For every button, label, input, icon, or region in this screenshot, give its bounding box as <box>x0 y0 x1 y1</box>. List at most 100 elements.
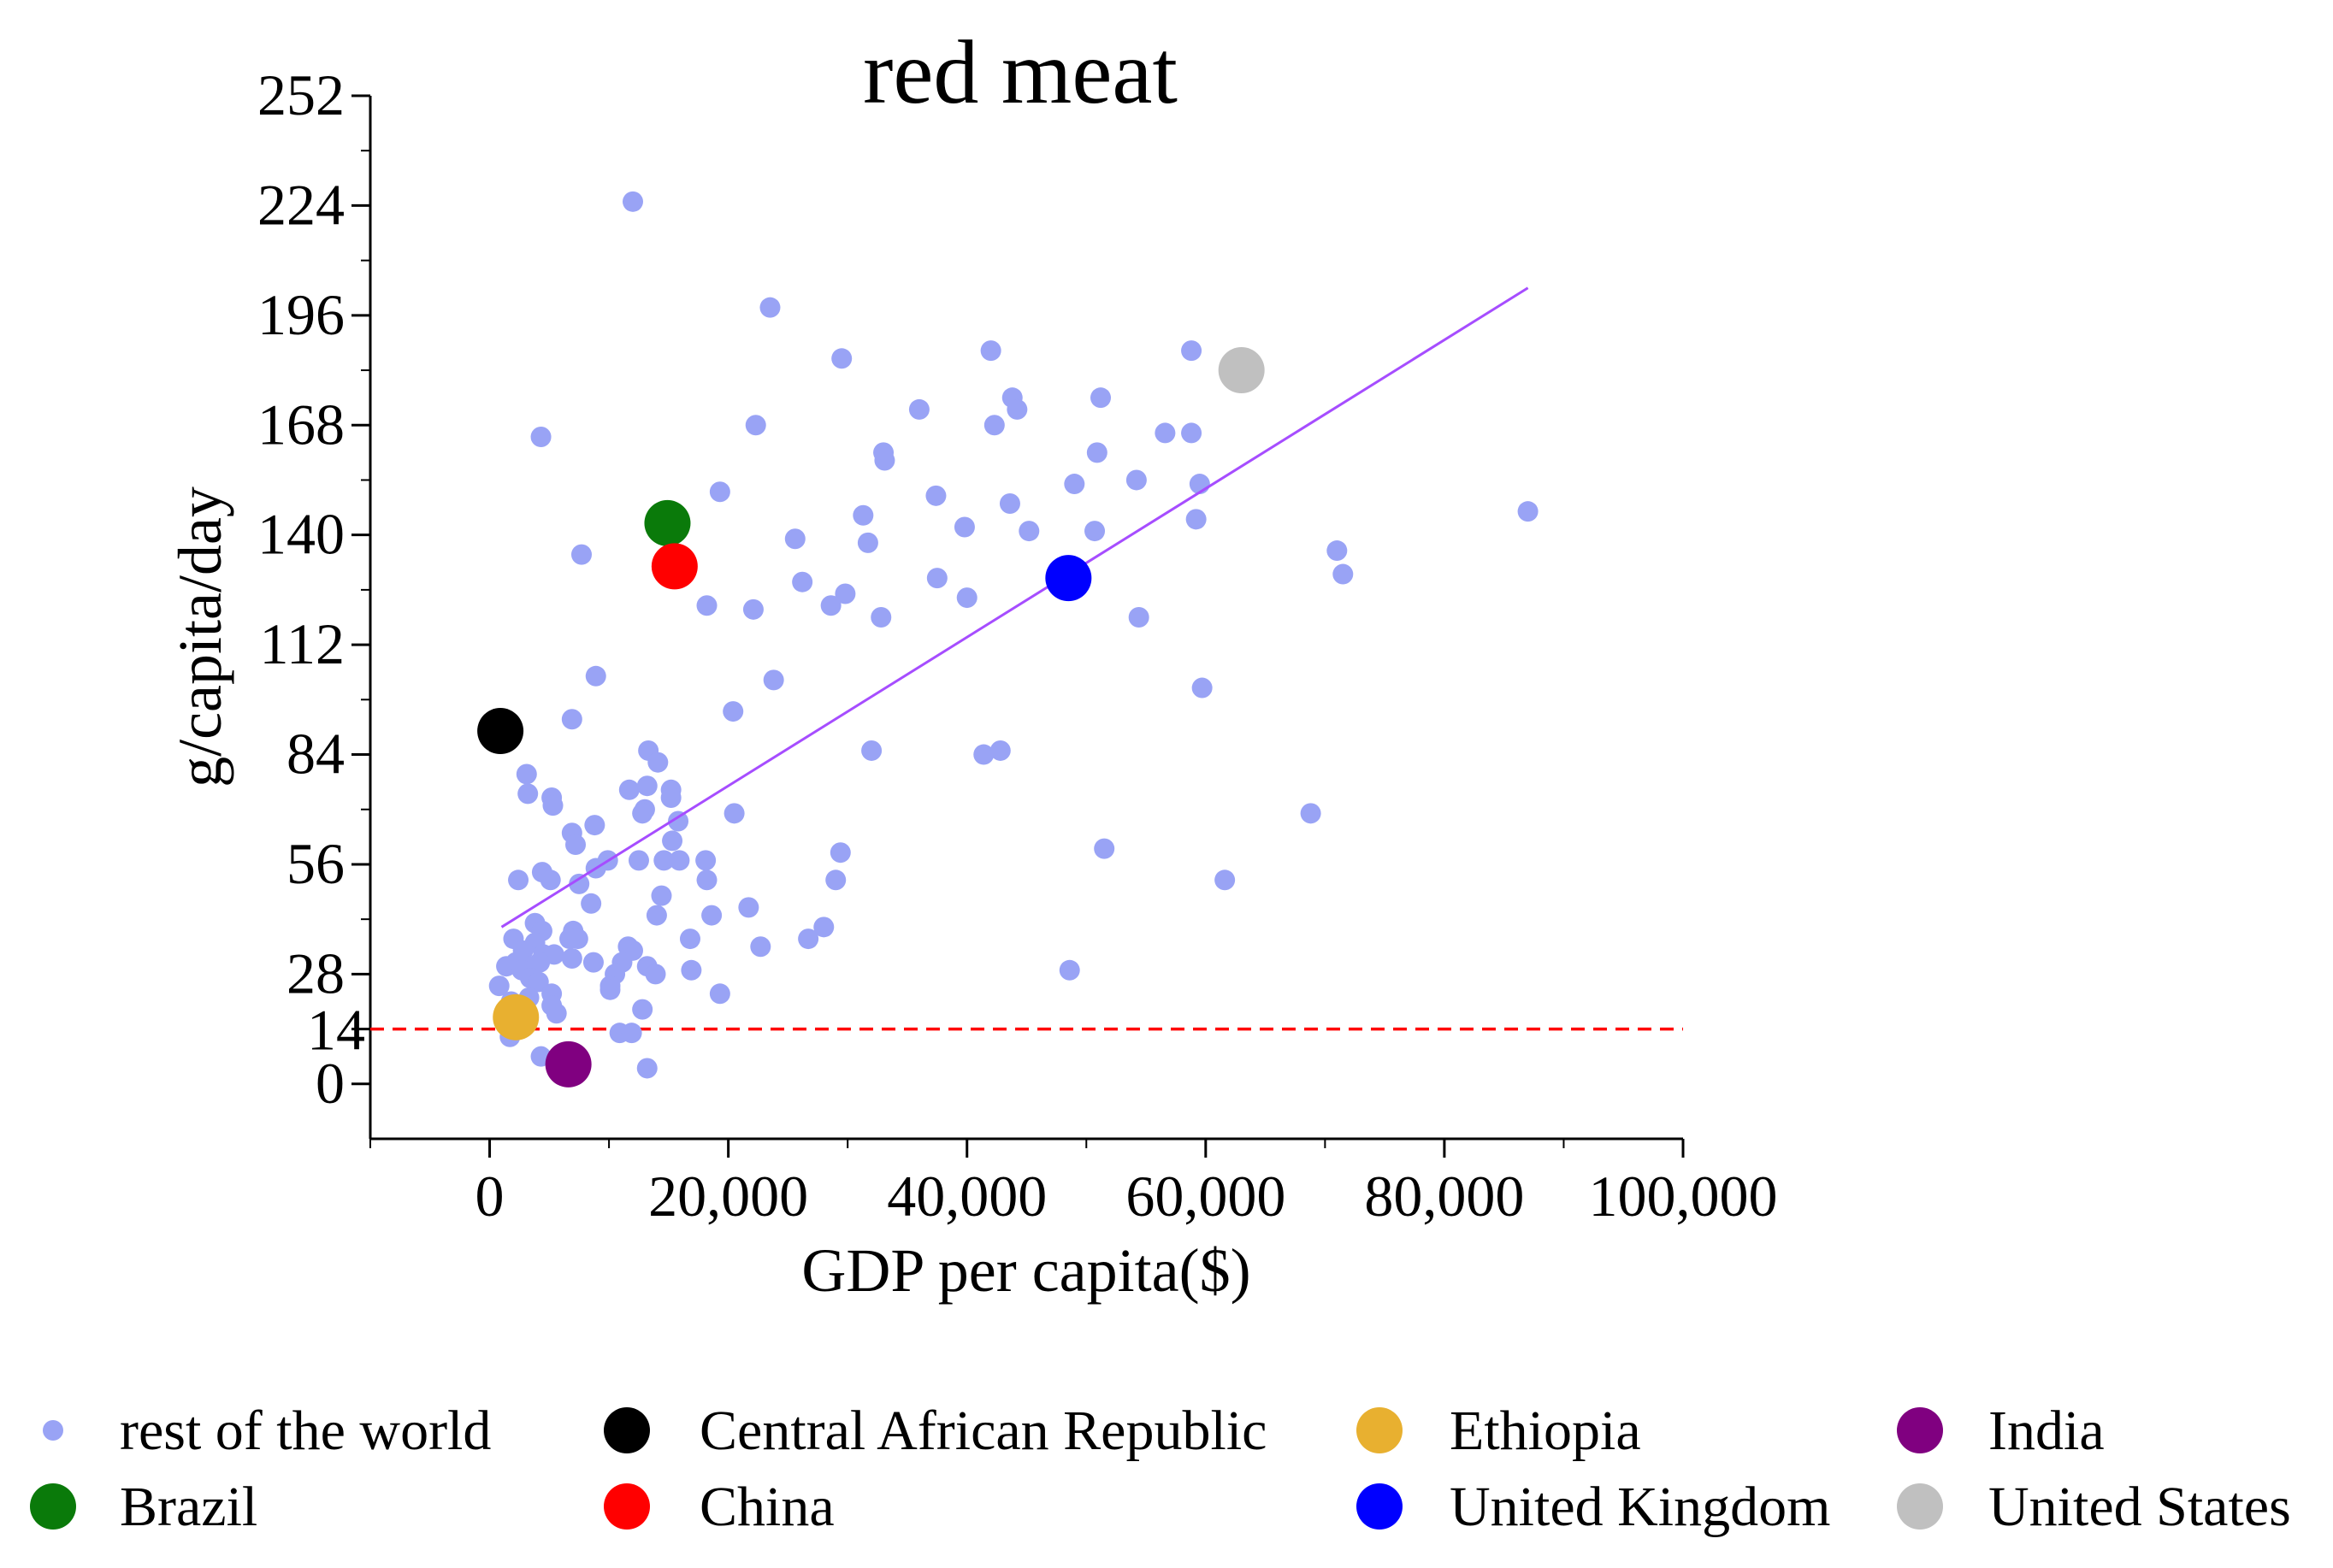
data-point <box>1064 474 1085 495</box>
data-point <box>874 450 895 471</box>
data-point <box>999 492 1020 514</box>
data-point <box>980 340 1001 362</box>
data-point <box>679 928 700 950</box>
data-point <box>989 740 1011 761</box>
point-china <box>651 543 698 590</box>
data-point <box>530 427 552 448</box>
trendline <box>500 286 1529 928</box>
data-point <box>798 928 819 950</box>
legend-label-india: India <box>1988 1400 2105 1462</box>
y-tick-label: 252 <box>257 62 345 127</box>
point-united-kingdom <box>1045 555 1092 602</box>
data-point <box>1332 563 1354 585</box>
data-point <box>709 983 730 1005</box>
data-point <box>569 873 590 894</box>
data-point <box>1185 509 1207 530</box>
data-point <box>813 917 835 938</box>
data-point <box>636 775 658 797</box>
data-point <box>628 850 649 871</box>
data-point <box>585 665 606 687</box>
data-point <box>1128 607 1149 628</box>
data-point <box>567 928 588 950</box>
y-tick-label: 224 <box>257 172 345 237</box>
data-point <box>861 740 883 761</box>
data-point <box>695 850 717 871</box>
point-united-states <box>1218 347 1265 394</box>
data-point <box>750 936 771 958</box>
data-point <box>647 752 669 773</box>
data-point <box>1007 398 1028 420</box>
y-tick-label: 28 <box>286 940 345 1005</box>
y-tick-label: 112 <box>260 611 345 676</box>
legend-label-china: China <box>700 1476 835 1538</box>
data-point <box>831 348 853 369</box>
data-point <box>709 481 730 503</box>
data-point <box>759 297 781 318</box>
data-point <box>681 959 702 981</box>
data-point <box>646 905 667 926</box>
data-point <box>584 815 605 836</box>
data-point <box>618 779 640 800</box>
data-point <box>488 976 510 997</box>
data-point <box>738 897 759 918</box>
data-point <box>516 763 537 785</box>
legend-label-united-kingdom: United Kingdom <box>1450 1476 1830 1538</box>
data-point <box>1019 521 1040 542</box>
data-point <box>668 811 689 832</box>
data-point <box>983 415 1005 436</box>
chart-title: red meat <box>863 22 1178 122</box>
y-tick-label: 14 <box>307 998 365 1063</box>
y-tick-label: 140 <box>257 502 345 567</box>
data-point <box>925 485 947 506</box>
data-point <box>926 568 948 589</box>
data-point <box>1155 422 1176 444</box>
legend-label-brazil: Brazil <box>120 1476 257 1538</box>
data-point <box>542 795 564 816</box>
legend-marker-united-kingdom <box>1356 1483 1403 1530</box>
data-point <box>1059 959 1080 981</box>
data-point <box>835 583 856 604</box>
data-point <box>645 964 666 985</box>
data-point <box>701 905 723 926</box>
data-point <box>517 783 539 805</box>
data-point <box>636 1058 658 1079</box>
data-point <box>528 971 549 993</box>
point-brazil <box>644 499 691 546</box>
data-point <box>621 1023 642 1044</box>
y-tick-label: 196 <box>257 282 345 347</box>
data-point <box>954 516 975 538</box>
legend-label-central-african-republic: Central African Republic <box>700 1400 1267 1462</box>
data-point <box>696 869 718 891</box>
legend-marker-rest-of-the-world <box>43 1420 63 1441</box>
legend-marker-brazil <box>30 1483 76 1530</box>
data-point <box>1300 803 1321 824</box>
data-point <box>1181 340 1202 362</box>
data-point <box>570 544 592 565</box>
data-point <box>565 834 587 856</box>
data-point <box>956 587 977 609</box>
data-point <box>723 701 744 722</box>
data-point <box>825 869 847 891</box>
legend: rest of the world Central African Republi… <box>30 1400 2291 1538</box>
x-tick-label: 0 <box>475 1164 505 1229</box>
data-point <box>582 952 604 973</box>
data-point <box>496 956 517 977</box>
data-point <box>508 869 529 891</box>
point-india <box>545 1040 592 1088</box>
plot-area <box>370 191 1683 1088</box>
data-point <box>1191 677 1213 699</box>
data-point <box>763 669 784 691</box>
legend-marker-united-states <box>1897 1483 1943 1530</box>
data-point <box>908 398 930 420</box>
point-central-african-republic <box>477 708 524 755</box>
data-point <box>662 830 683 852</box>
data-point <box>853 504 874 526</box>
data-point <box>1326 540 1348 562</box>
data-point <box>871 607 892 628</box>
legend-marker-india <box>1897 1407 1943 1453</box>
data-point <box>745 415 766 436</box>
data-point <box>540 869 561 891</box>
data-point <box>632 999 653 1020</box>
